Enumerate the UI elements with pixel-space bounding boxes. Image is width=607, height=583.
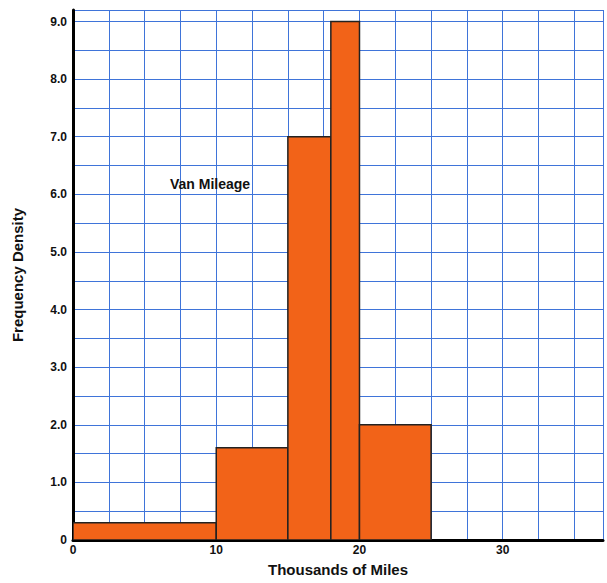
svg-text:Thousands of Miles: Thousands of Miles: [268, 561, 408, 578]
svg-text:6.0: 6.0: [50, 187, 67, 201]
svg-text:Van Mileage: Van Mileage: [170, 176, 250, 192]
svg-text:Frequency Density: Frequency Density: [9, 207, 26, 342]
svg-text:20: 20: [353, 543, 367, 557]
svg-text:4.0: 4.0: [50, 303, 67, 317]
svg-text:7.0: 7.0: [50, 130, 67, 144]
svg-text:2.0: 2.0: [50, 418, 67, 432]
svg-text:30: 30: [496, 543, 510, 557]
svg-text:3.0: 3.0: [50, 360, 67, 374]
svg-text:5.0: 5.0: [50, 245, 67, 259]
svg-text:8.0: 8.0: [50, 72, 67, 86]
svg-text:1.0: 1.0: [50, 475, 67, 489]
svg-text:0: 0: [70, 543, 77, 557]
svg-text:0: 0: [60, 533, 67, 547]
svg-text:9.0: 9.0: [50, 15, 67, 29]
svg-text:10: 10: [210, 543, 224, 557]
